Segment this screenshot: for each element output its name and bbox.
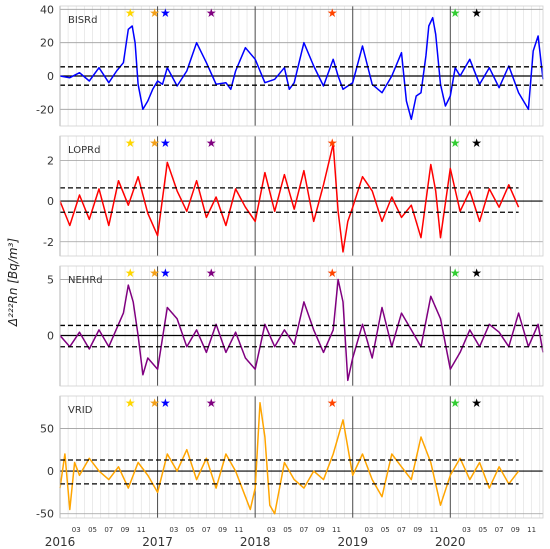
- panel-title: NEHRd: [68, 275, 103, 286]
- event-star: ★: [160, 136, 171, 150]
- event-star: ★: [450, 136, 461, 150]
- event-star: ★: [125, 396, 136, 410]
- y-tick-label: 5: [47, 273, 54, 286]
- y-tick-label: -50: [36, 508, 54, 521]
- x-month-label: 05: [381, 526, 390, 534]
- x-month-label: 03: [72, 526, 81, 534]
- x-year-label: 2020: [435, 535, 466, 549]
- event-star: ★: [160, 266, 171, 280]
- series-line-bisrd: [59, 16, 544, 121]
- event-star: ★: [206, 136, 217, 150]
- event-star: ★: [160, 396, 171, 410]
- x-month-label: 11: [137, 526, 146, 534]
- series-line-vrid: [59, 402, 520, 515]
- event-star: ★: [149, 266, 160, 280]
- y-tick-label: 0: [47, 70, 54, 83]
- x-month-label: 09: [316, 526, 325, 534]
- y-tick-label: 50: [40, 422, 54, 435]
- panel-frame: [59, 5, 544, 127]
- x-month-label: 07: [397, 526, 406, 534]
- y-tick-label: 2: [47, 154, 54, 167]
- panel-nehrd: 05 NEHRd★ ★ ★ ★ ★ ★ ★: [47, 265, 544, 387]
- x-month-label: 07: [495, 526, 504, 534]
- event-star: ★: [206, 6, 217, 20]
- event-star: ★: [471, 396, 482, 410]
- x-month-label: 03: [365, 526, 374, 534]
- panel-background: [60, 396, 543, 518]
- x-year-label: 2019: [337, 535, 368, 549]
- x-month-label: 07: [202, 526, 211, 534]
- event-star: ★: [471, 136, 482, 150]
- x-month-label: 05: [186, 526, 195, 534]
- event-star: ★: [327, 6, 338, 20]
- panel-frame: [59, 135, 544, 257]
- panel-frame: [59, 395, 544, 519]
- event-star: ★: [149, 6, 160, 20]
- event-star: ★: [125, 136, 136, 150]
- y-tick-label: 0: [47, 465, 54, 478]
- x-year-label: 2018: [240, 535, 271, 549]
- panel-background: [60, 6, 543, 126]
- x-month-label: 11: [527, 526, 536, 534]
- panel-background: [60, 136, 543, 256]
- event-star: ★: [160, 6, 171, 20]
- series-line-loprd: [59, 143, 520, 253]
- x-month-label: 11: [332, 526, 341, 534]
- x-month-label: 11: [234, 526, 243, 534]
- x-month-label: 07: [299, 526, 308, 534]
- panel-title: VRID: [68, 405, 93, 416]
- x-month-label: 05: [478, 526, 487, 534]
- x-month-label: 03: [169, 526, 178, 534]
- y-tick-label: -20: [36, 103, 54, 116]
- y-tick-label: -2: [43, 236, 54, 249]
- x-month-label: 05: [283, 526, 292, 534]
- event-star: ★: [125, 266, 136, 280]
- x-month-label: 09: [511, 526, 520, 534]
- y-tick-label: 0: [47, 330, 54, 343]
- panel-title: LOPRd: [68, 145, 100, 156]
- event-star: ★: [149, 396, 160, 410]
- y-axis-label: Δ²²²Rn [Bq/m³]: [6, 238, 20, 327]
- event-star: ★: [471, 266, 482, 280]
- x-month-label: 05: [88, 526, 97, 534]
- x-month-label: 09: [121, 526, 130, 534]
- event-star: ★: [206, 396, 217, 410]
- x-month-label: 09: [218, 526, 227, 534]
- y-tick-label: 40: [40, 3, 54, 16]
- event-star: ★: [149, 136, 160, 150]
- x-month-label: 11: [430, 526, 439, 534]
- panel-frame: [59, 265, 544, 387]
- event-star: ★: [327, 396, 338, 410]
- event-star: ★: [327, 136, 338, 150]
- series-line-nehrd: [59, 278, 544, 382]
- event-star: ★: [471, 6, 482, 20]
- x-year-label: 2016: [45, 535, 76, 549]
- y-tick-label: 0: [47, 195, 54, 208]
- event-star: ★: [450, 266, 461, 280]
- event-star: ★: [206, 266, 217, 280]
- y-tick-label: 20: [40, 37, 54, 50]
- event-star: ★: [327, 266, 338, 280]
- event-star: ★: [450, 6, 461, 20]
- event-star: ★: [125, 6, 136, 20]
- x-month-label: 03: [267, 526, 276, 534]
- panel-title: BISRd: [68, 15, 97, 26]
- x-month-label: 07: [104, 526, 113, 534]
- x-month-label: 09: [413, 526, 422, 534]
- event-star: ★: [450, 396, 461, 410]
- x-month-label: 03: [462, 526, 471, 534]
- x-year-label: 2017: [142, 535, 173, 549]
